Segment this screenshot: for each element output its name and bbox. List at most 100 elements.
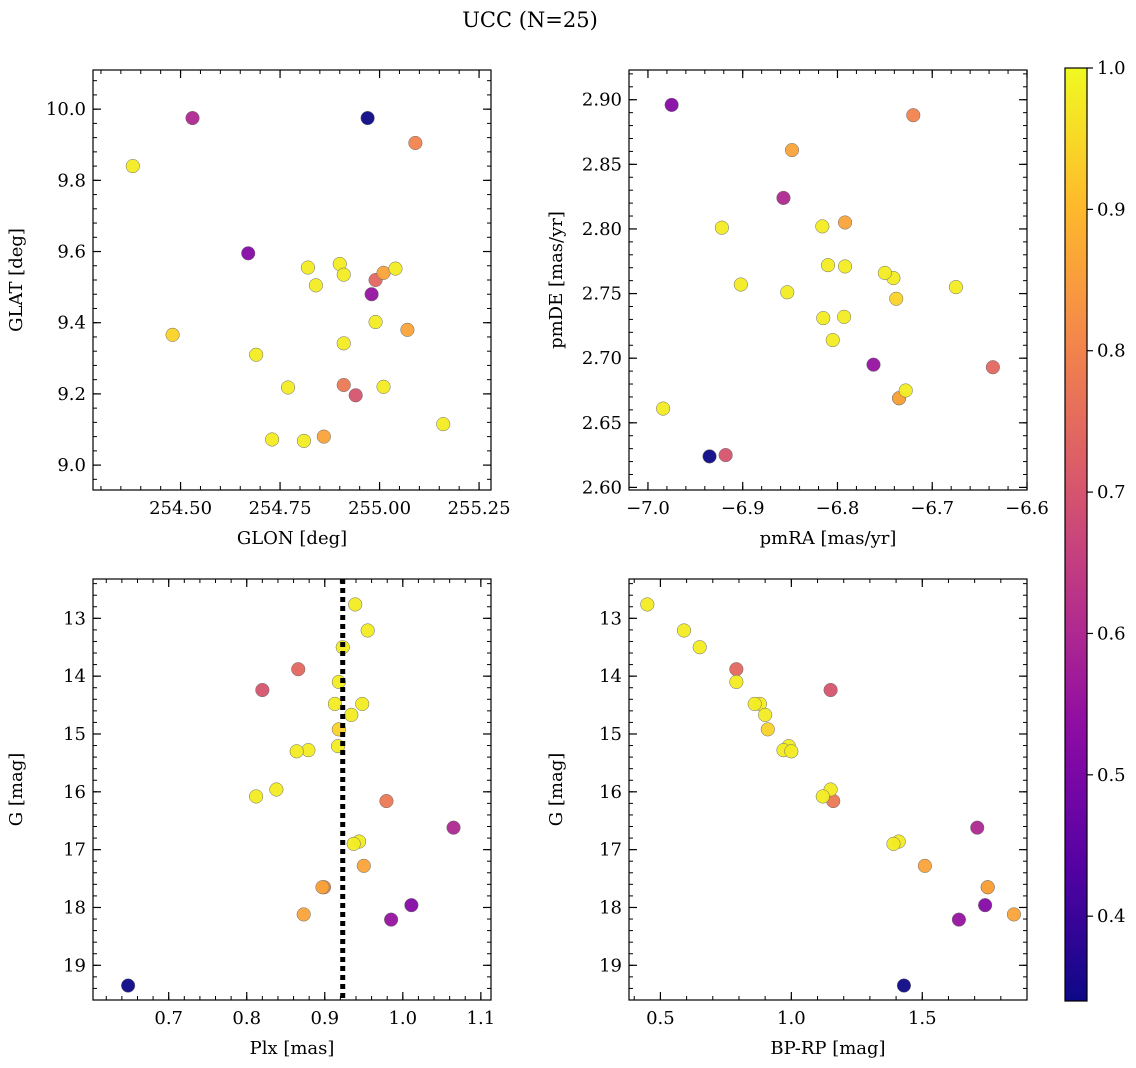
- scatter-points: [656, 97, 1000, 464]
- scatter-point: [368, 314, 383, 330]
- scatter-point: [978, 898, 993, 913]
- scatter-point: [780, 285, 795, 300]
- x-axis-label: Plx [mas]: [250, 1038, 335, 1059]
- x-axis-label: pmRA [mas/yr]: [760, 528, 897, 549]
- x-tick-label: 0.8: [232, 1008, 261, 1029]
- y-axis-label: G [mag]: [546, 753, 567, 826]
- scatter-point: [356, 858, 371, 873]
- panel-glon-glat: 254.50 254.75 255.00 255.25 9.0 9.2 9.4 9.6 9.8 1…: [6, 69, 511, 549]
- y-tick-label: 18: [63, 897, 86, 918]
- scatter-point: [296, 907, 311, 922]
- scatter-point: [714, 220, 729, 235]
- scatter-point: [265, 432, 280, 447]
- x-tick-label: −7.0: [626, 498, 670, 519]
- axes-frame: [92, 69, 492, 491]
- scatter-point: [289, 744, 304, 759]
- scatter-point: [348, 597, 363, 612]
- scatter-point: [296, 433, 311, 448]
- x-tick-label: −6.7: [910, 498, 954, 519]
- scatter-point: [866, 357, 881, 372]
- scatter-point: [784, 744, 799, 759]
- x-tick-label: −6.9: [721, 498, 765, 519]
- scatter-point: [816, 311, 831, 326]
- scatter-point: [906, 108, 921, 123]
- scatter-point: [400, 322, 415, 337]
- scatter-point: [729, 662, 744, 677]
- scatter-point: [760, 722, 775, 737]
- scatter-point: [898, 383, 913, 398]
- y-tick-label: 13: [63, 608, 86, 629]
- figure-title: UCC (N=25): [462, 8, 598, 32]
- scatter-point: [364, 287, 379, 302]
- scatter-points: [121, 597, 461, 993]
- scatter-point: [718, 448, 733, 463]
- scatter-point: [758, 707, 773, 722]
- colorbar-tick-label: 1.0: [1097, 58, 1126, 79]
- scatter-point: [970, 820, 985, 835]
- axes-frame: [628, 69, 1028, 491]
- scatter-point: [249, 789, 264, 804]
- scatter-point: [355, 696, 370, 711]
- scatter-point: [291, 662, 306, 677]
- axes-frame: [92, 578, 492, 1001]
- y-tick-label: 9.6: [57, 242, 86, 263]
- x-tick-label: 255.00: [348, 498, 411, 519]
- colorbar-tick-label: 0.6: [1097, 623, 1126, 644]
- y-tick-label: 17: [63, 840, 86, 861]
- scatter-point: [784, 143, 800, 158]
- scatter-point: [327, 696, 342, 711]
- scatter-point: [379, 794, 394, 809]
- scatter-point: [316, 429, 331, 444]
- scatter-point: [249, 347, 264, 362]
- scatter-point: [436, 417, 451, 432]
- scatter-point: [676, 623, 692, 638]
- y-tick-label: 18: [599, 897, 622, 918]
- x-tick-label: 0.5: [646, 1008, 675, 1029]
- scatter-point: [300, 260, 315, 275]
- scatter-point: [121, 978, 136, 993]
- scatter-point: [917, 858, 932, 873]
- panel-pmra-pmde: −7.0 −6.9 −6.8 −6.7 −6.6 2.60 2.65 2.70 2.75 2.80…: [546, 69, 1049, 549]
- scatter-point: [877, 265, 892, 280]
- colorbar-tick-label: 0.7: [1097, 482, 1126, 503]
- y-tick-label: 2.80: [582, 219, 622, 240]
- x-tick-label: 0.7: [154, 1008, 183, 1029]
- scatter-point: [336, 336, 351, 351]
- x-tick-label: 1.1: [467, 1008, 496, 1029]
- x-tick-label: 254.75: [249, 498, 312, 519]
- scatter-point: [838, 215, 853, 230]
- y-tick-label: 17: [599, 840, 622, 861]
- y-axis-label: pmDE [mas/yr]: [546, 211, 567, 349]
- scatter-point: [255, 682, 270, 698]
- x-tick-label: 1.5: [908, 1008, 937, 1029]
- scatter-point: [336, 377, 351, 393]
- y-tick-label: 2.70: [582, 348, 622, 369]
- panels: 254.50 254.75 255.00 255.25 9.0 9.2 9.4 9.6 9.8 1…: [6, 69, 1049, 1059]
- scatter-point: [820, 258, 836, 273]
- x-tick-label: 0.9: [310, 1008, 339, 1029]
- scatter-point: [125, 159, 140, 174]
- x-tick-label: 255.25: [448, 498, 511, 519]
- scatter-point: [815, 219, 830, 234]
- scatter-point: [951, 912, 966, 927]
- scatter-point: [388, 261, 403, 276]
- scatter-point: [241, 246, 256, 261]
- scatter-point: [346, 836, 361, 851]
- y-axis-label: G [mag]: [6, 753, 27, 826]
- scatter-point: [948, 280, 963, 295]
- colorbar-tick-label: 0.8: [1097, 341, 1126, 362]
- x-tick-label: −6.6: [1005, 498, 1049, 519]
- y-tick-label: 2.90: [582, 90, 622, 111]
- y-axis-label: GLAT [deg]: [6, 228, 27, 332]
- y-tick-label: 15: [599, 724, 622, 745]
- scatter-point: [889, 291, 904, 306]
- y-tick-label: 15: [63, 724, 86, 745]
- scatter-point: [404, 898, 419, 913]
- scatter-point: [825, 333, 840, 348]
- scatter-point: [408, 135, 423, 151]
- x-tick-label: 254.50: [149, 498, 212, 519]
- scatter-point: [308, 278, 323, 293]
- y-tick-label: 16: [63, 782, 86, 803]
- y-tick-label: 2.75: [582, 284, 622, 305]
